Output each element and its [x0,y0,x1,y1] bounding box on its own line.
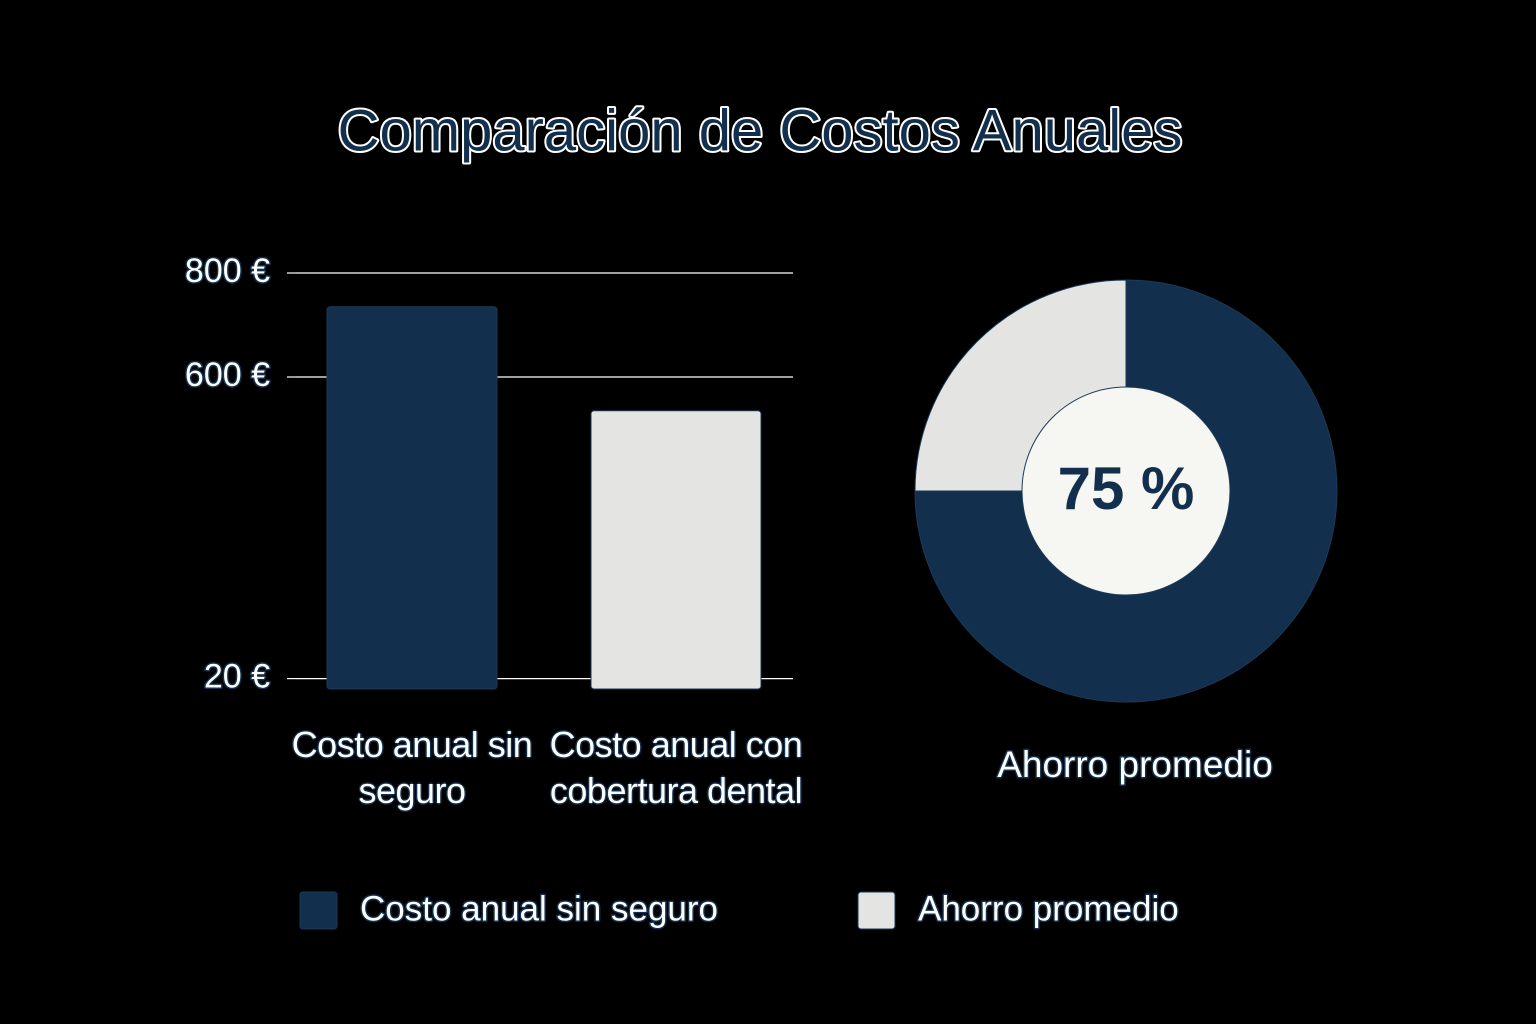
y-tick-label: 20 € [204,658,270,696]
y-tick-label: 800 € [185,252,270,290]
pie-label: Ahorro promedio [997,744,1273,785]
y-tick-label: 600 € [185,356,270,394]
legend-label: Costo anual sin seguro [360,889,718,928]
bar [590,410,762,690]
legend-label: Ahorro promedio [918,889,1179,928]
x-tick-label: Costo anual con cobertura dental [549,724,803,811]
x-tick-label: Costo anual sin seguro [291,724,533,811]
chart-title: Comparación de Costos Anuales [338,98,1183,163]
donut-hole [1021,386,1231,596]
bar [326,306,498,690]
legend-swatch [857,891,896,930]
pie-slice [914,279,1338,703]
center-label: 75 % [1058,455,1195,522]
legend-swatch [299,891,338,930]
